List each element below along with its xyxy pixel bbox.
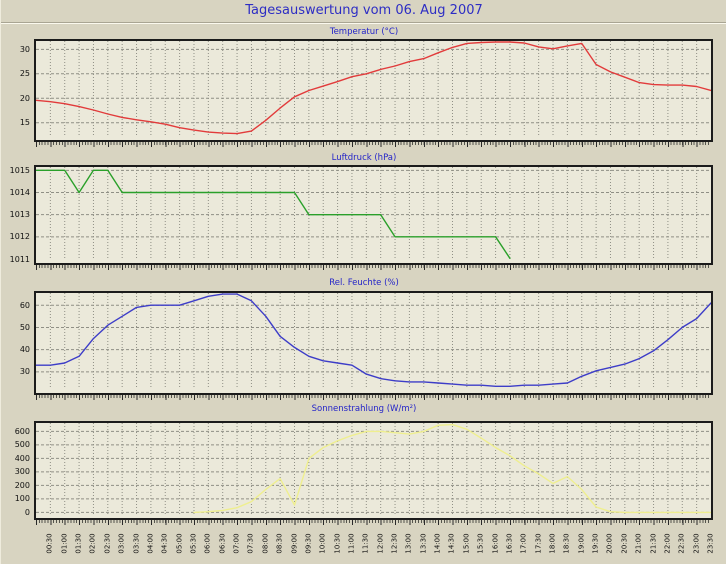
time-label: 10:30 <box>333 533 342 554</box>
y-tick-label: 100 <box>14 494 30 503</box>
y-tick-label: 40 <box>19 345 30 354</box>
time-label: 16:00 <box>491 533 500 554</box>
time-label: 17:00 <box>519 533 528 554</box>
time-label: 22:00 <box>663 533 672 554</box>
time-label: 10:00 <box>318 533 327 554</box>
y-tick-label: 30 <box>19 45 30 54</box>
time-axis: 00:30 01:00 01:30 02:00 02:30 03:00 03:30 04:00… <box>1 524 726 564</box>
time-label: 19:00 <box>577 533 586 554</box>
time-label: 12:00 <box>376 533 385 554</box>
humidity-minor-ticks <box>36 395 711 400</box>
page-title: Tagesauswertung vom 06. Aug 2007 <box>245 3 483 18</box>
time-label: 13:00 <box>404 533 413 554</box>
time-label: 11:00 <box>347 533 356 554</box>
time-label: 05:30 <box>189 533 198 554</box>
chart-title-temperature: Temperatur (°C) <box>329 27 399 37</box>
time-label: 15:00 <box>462 533 471 554</box>
temperature-plot <box>34 39 713 142</box>
chart-title-humidity: Rel. Feuchte (%) <box>329 278 399 288</box>
time-label: 21:30 <box>649 533 658 554</box>
time-label: 07:00 <box>232 533 241 554</box>
pressure-y-axis: 1011 1012 1013 1014 1015 <box>1 165 30 265</box>
time-label: 02:30 <box>103 533 112 554</box>
y-tick-label: 20 <box>19 94 30 103</box>
y-tick-label: 15 <box>19 118 30 127</box>
time-label: 20:00 <box>605 533 614 554</box>
time-label: 14:00 <box>433 533 442 554</box>
y-tick-label: 400 <box>14 454 30 463</box>
time-label: 06:00 <box>203 533 212 554</box>
time-label: 01:00 <box>60 533 69 554</box>
time-label: 16:30 <box>505 533 514 554</box>
time-label: 09:30 <box>304 533 313 554</box>
time-label: 01:30 <box>74 533 83 554</box>
y-tick-label: 1014 <box>9 188 30 197</box>
time-label: 03:00 <box>117 533 126 554</box>
time-label: 23:30 <box>706 533 715 554</box>
time-label: 00:30 <box>45 533 54 554</box>
radiation-plot <box>34 421 713 520</box>
y-tick-label: 60 <box>19 301 30 310</box>
time-label: 06:30 <box>218 533 227 554</box>
y-tick-label: 0 <box>24 508 30 517</box>
chart-title-pressure: Luftdruck (hPa) <box>331 153 397 163</box>
time-label: 21:00 <box>634 533 643 554</box>
y-tick-label: 50 <box>19 323 30 332</box>
time-label: 12:30 <box>390 533 399 554</box>
time-label: 04:30 <box>160 533 169 554</box>
y-tick-label: 1012 <box>9 232 30 241</box>
pressure-minor-ticks <box>36 265 711 270</box>
time-label: 22:30 <box>677 533 686 554</box>
y-tick-label: 200 <box>14 481 30 490</box>
time-label: 23:00 <box>692 533 701 554</box>
radiation-minor-ticks <box>36 520 711 525</box>
time-label: 04:00 <box>146 533 155 554</box>
temperature-y-axis: 15 20 25 30 <box>1 39 30 142</box>
y-tick-label: 600 <box>14 427 30 436</box>
time-label: 09:00 <box>290 533 299 554</box>
y-tick-label: 1015 <box>9 166 30 175</box>
time-label: 07:30 <box>246 533 255 554</box>
title-separator <box>1 22 726 24</box>
time-label: 20:30 <box>620 533 629 554</box>
y-tick-label: 300 <box>14 467 30 476</box>
time-label: 18:00 <box>548 533 557 554</box>
time-label: 03:30 <box>132 533 141 554</box>
time-label: 02:00 <box>88 533 97 554</box>
time-label: 05:00 <box>175 533 184 554</box>
time-label: 13:30 <box>419 533 428 554</box>
y-tick-label: 500 <box>14 440 30 449</box>
humidity-plot <box>34 291 713 395</box>
time-label: 17:30 <box>534 533 543 554</box>
y-tick-label: 1011 <box>9 255 30 264</box>
y-tick-label: 1013 <box>9 210 30 219</box>
time-label: 08:30 <box>275 533 284 554</box>
time-label: 11:30 <box>361 533 370 554</box>
chart-title-radiation: Sonnenstrahlung (W/m²) <box>311 404 417 414</box>
temperature-minor-ticks <box>36 142 711 147</box>
pressure-plot <box>34 165 713 265</box>
time-label: 18:30 <box>562 533 571 554</box>
time-label: 19:30 <box>591 533 600 554</box>
time-label: 14:30 <box>447 533 456 554</box>
time-label: 08:00 <box>261 533 270 554</box>
humidity-y-axis: 30 40 50 60 <box>1 291 30 395</box>
y-tick-label: 25 <box>19 69 30 78</box>
radiation-y-axis: 0 100 200 300 400 500 600 <box>1 421 30 520</box>
y-tick-label: 30 <box>19 367 30 376</box>
time-label: 15:30 <box>476 533 485 554</box>
